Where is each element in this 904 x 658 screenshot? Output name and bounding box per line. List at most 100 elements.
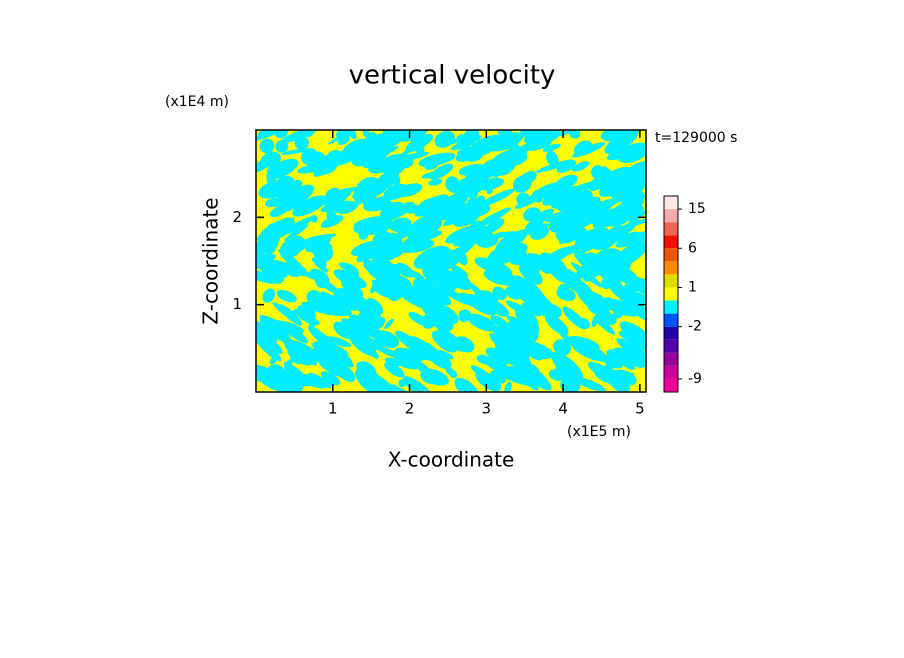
colorbar-tick-label: 6 xyxy=(688,240,697,256)
field-patch xyxy=(427,349,452,369)
field-patch xyxy=(449,370,458,379)
field-patch xyxy=(560,333,598,359)
field-patch xyxy=(551,352,584,381)
field-patch xyxy=(394,347,424,362)
field-patch xyxy=(256,335,282,362)
field-patch xyxy=(320,371,341,386)
field-patch xyxy=(617,224,636,234)
field-patch xyxy=(574,227,609,247)
field-patch xyxy=(578,293,591,305)
field-patch xyxy=(280,291,291,300)
field-patch xyxy=(276,179,303,199)
x-axis-label: X-coordinate xyxy=(388,448,515,472)
field-patch xyxy=(266,159,296,175)
field-patch xyxy=(477,177,505,191)
x-tick-label: 4 xyxy=(558,400,568,418)
field-patch xyxy=(487,299,510,317)
field-patch xyxy=(256,364,285,387)
field-patch xyxy=(523,207,541,222)
field-patch xyxy=(345,267,360,279)
field-patch xyxy=(398,379,407,388)
field-patch xyxy=(421,313,437,329)
field-patch xyxy=(269,203,291,218)
field-patch xyxy=(326,210,339,226)
colorbar-swatch xyxy=(664,352,678,366)
annotation: t=129000 s xyxy=(655,130,737,146)
field-patch xyxy=(469,220,486,237)
field-patch xyxy=(288,235,307,253)
field-patch xyxy=(357,244,370,259)
colorbar-swatch xyxy=(664,196,678,210)
field-patch xyxy=(466,197,481,209)
field-patch xyxy=(302,235,324,245)
field-patch xyxy=(571,161,590,172)
x-tick-label: 1 xyxy=(328,400,338,418)
field-patch xyxy=(418,152,456,167)
field-patch xyxy=(548,369,565,381)
field-patch xyxy=(296,304,316,323)
field-patch xyxy=(311,348,345,377)
field-patch xyxy=(613,308,624,319)
field-patch xyxy=(573,140,593,156)
field-patch xyxy=(467,313,497,332)
field-patch xyxy=(383,183,409,201)
field-patch xyxy=(358,231,369,240)
field-patch xyxy=(488,242,528,263)
field-patch xyxy=(584,253,595,261)
field-patch xyxy=(545,211,569,223)
y-tick-label: 1 xyxy=(232,295,242,313)
field-patch xyxy=(553,174,578,191)
field-patch xyxy=(370,285,377,294)
field-patch xyxy=(534,223,550,230)
field-patch xyxy=(600,130,642,142)
field-patch xyxy=(326,336,352,348)
field-patch xyxy=(297,164,323,174)
colorbar-tick-label: -2 xyxy=(688,319,702,335)
field-patch xyxy=(568,130,581,139)
field-patch xyxy=(278,217,293,230)
field-patch xyxy=(256,156,275,174)
field-patch xyxy=(292,195,327,217)
colorbar-swatch xyxy=(664,261,678,275)
field-patch xyxy=(458,203,491,219)
field-patch xyxy=(556,159,577,173)
colorbar-swatch xyxy=(664,313,678,327)
field-patch xyxy=(577,317,591,329)
field-patch xyxy=(290,341,301,355)
field-patch xyxy=(402,376,435,392)
field-patch xyxy=(310,268,329,279)
field-patch xyxy=(256,315,278,343)
field-patch xyxy=(275,140,289,153)
field-patch xyxy=(528,252,551,274)
field-patch xyxy=(370,236,402,255)
field-patch xyxy=(619,321,646,347)
field-patch xyxy=(443,138,464,145)
field-patch xyxy=(454,377,480,392)
field-patch xyxy=(257,258,281,280)
field-patch xyxy=(517,371,539,391)
field-patch xyxy=(618,355,639,366)
field-patch xyxy=(492,286,507,301)
field-patch xyxy=(373,134,407,153)
field-patch xyxy=(519,263,543,285)
field-patch xyxy=(503,149,528,166)
field-patch xyxy=(279,216,314,236)
field-patch xyxy=(419,210,459,221)
field-patch xyxy=(320,291,352,315)
field-patch xyxy=(384,362,405,378)
field-patch xyxy=(476,207,511,228)
field-patch xyxy=(368,166,377,172)
field-patch xyxy=(624,280,635,293)
field-patch xyxy=(519,171,537,185)
field-patch xyxy=(509,331,524,347)
field-patch xyxy=(485,218,505,233)
field-patch xyxy=(524,342,545,361)
field-patch xyxy=(324,351,347,363)
field-patch xyxy=(589,268,599,277)
field-patch xyxy=(587,170,615,188)
x-unit: (x1E5 m) xyxy=(567,424,631,440)
field-patch xyxy=(383,159,407,178)
field-patch xyxy=(594,248,621,264)
